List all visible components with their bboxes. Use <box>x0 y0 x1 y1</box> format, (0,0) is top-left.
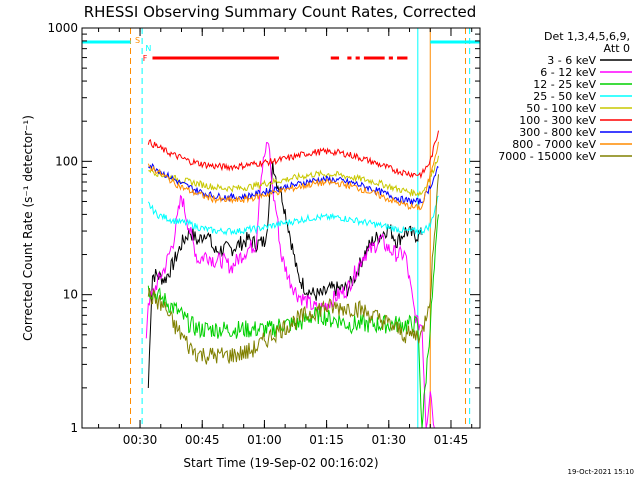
flag-label-n: N <box>145 44 151 53</box>
legend-label-1: 6 - 12 keV <box>540 66 596 79</box>
series-line-5 <box>147 130 439 180</box>
x-tick-label-3: 01:15 <box>309 433 344 447</box>
legend-label-0: 3 - 6 keV <box>547 54 596 67</box>
x-tick-label-2: 01:00 <box>247 433 282 447</box>
x-tick-label-4: 01:30 <box>371 433 406 447</box>
chart-title: RHESSI Observing Summary Count Rates, Co… <box>84 3 477 21</box>
legend-label-3: 25 - 50 keV <box>533 90 596 103</box>
series-line-4 <box>148 155 439 198</box>
legend-header-0: Det 1,3,4,5,6,9, <box>544 30 630 43</box>
series-line-8 <box>147 174 439 365</box>
flag-label-s: S <box>135 36 140 45</box>
legend-label-6: 300 - 800 keV <box>519 126 596 139</box>
series-line-0 <box>147 161 423 389</box>
series-line-1 <box>145 142 435 429</box>
x-tick-label-5: 01:45 <box>434 433 469 447</box>
flag-label-f: F <box>143 54 148 63</box>
y-tick-label-2: 100 <box>55 154 78 168</box>
legend-label-4: 50 - 100 keV <box>526 102 596 115</box>
legend-label-8: 7000 - 15000 keV <box>498 150 596 163</box>
y-tick-label-1: 10 <box>63 288 78 302</box>
y-axis-label: Corrected Count Rate (s⁻¹ detector⁻¹) <box>21 115 35 341</box>
legend-label-7: 800 - 7000 keV <box>512 138 596 151</box>
y-tick-label-0: 1 <box>70 421 78 435</box>
series-line-3 <box>147 195 439 236</box>
footer-date: 19-Oct-2021 15:10 <box>568 468 634 476</box>
x-tick-label-0: 00:30 <box>123 433 158 447</box>
legend-label-2: 12 - 25 keV <box>533 78 596 91</box>
series-line-7 <box>147 141 439 211</box>
x-axis-label: Start Time (19-Sep-02 00:16:02) <box>183 456 378 470</box>
x-tick-label-1: 00:45 <box>185 433 220 447</box>
series-line-6 <box>147 163 439 206</box>
legend-label-5: 100 - 300 keV <box>519 114 596 127</box>
legend-header-1: Att 0 <box>604 42 630 55</box>
plot-frame <box>81 27 481 429</box>
y-tick-label-3: 1000 <box>47 21 78 35</box>
